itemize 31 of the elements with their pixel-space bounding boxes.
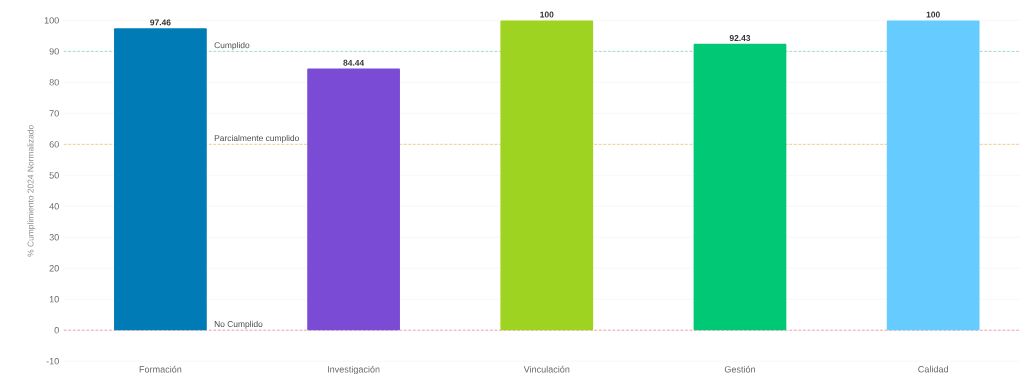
y-tick-label: 50 <box>49 172 59 179</box>
ref-line-label: Cumplido <box>214 41 250 50</box>
y-tick-label: 0 <box>54 326 59 334</box>
ref-line-label: Parcialmente cumplido <box>214 134 299 143</box>
y-tick-label: 60 <box>49 141 59 148</box>
bar <box>693 43 787 331</box>
x-tick-label: Gestión <box>724 365 756 373</box>
bar <box>500 20 594 331</box>
x-tick-label: Calidad <box>918 365 948 373</box>
x-tick-label: Investigación <box>327 365 380 374</box>
bar <box>114 28 207 331</box>
ref-line-label: No Cumplido <box>214 320 263 329</box>
y-tick-label: 30 <box>49 234 59 241</box>
data-label: 97.46 <box>150 19 171 26</box>
y-axis-title: % Cumplimiento 2024 Normalizado <box>27 125 36 257</box>
y-tick-label: 10 <box>49 295 59 303</box>
data-label: 84.44 <box>343 59 365 66</box>
y-tick-label: 90 <box>49 48 59 55</box>
data-label: 92.43 <box>729 34 751 41</box>
y-tick-label: 40 <box>49 203 59 210</box>
bar <box>307 68 400 331</box>
x-tick-label: Formación <box>139 365 182 373</box>
y-tick-label: 70 <box>49 110 59 117</box>
bar <box>886 20 980 331</box>
y-tick-label: 100 <box>44 17 59 24</box>
y-tick-label: -10 <box>46 357 59 365</box>
y-tick-label: 80 <box>49 79 59 86</box>
data-label: 100 <box>540 11 554 18</box>
x-tick-label: Vinculación <box>523 365 570 373</box>
y-tick-label: 20 <box>49 264 59 272</box>
data-label: 100 <box>926 11 940 18</box>
